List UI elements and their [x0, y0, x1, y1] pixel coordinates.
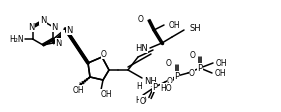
Text: O: O: [138, 14, 144, 24]
Text: H₂N: H₂N: [9, 34, 24, 43]
Text: N: N: [51, 23, 58, 31]
Text: N: N: [40, 15, 46, 25]
Text: N: N: [66, 26, 73, 34]
Text: OH: OH: [72, 85, 84, 95]
Text: NH: NH: [144, 76, 157, 85]
Text: O: O: [167, 76, 173, 85]
Text: O: O: [139, 97, 145, 106]
Text: H: H: [136, 82, 142, 90]
Text: HO: HO: [160, 84, 172, 93]
Text: SH: SH: [189, 24, 201, 32]
Text: OH: OH: [216, 58, 228, 68]
Text: P: P: [152, 83, 158, 92]
Text: O: O: [189, 69, 195, 78]
Text: N: N: [28, 23, 35, 31]
Text: O: O: [189, 51, 195, 59]
Text: OH: OH: [169, 20, 181, 29]
Text: O: O: [101, 50, 107, 58]
Text: OH: OH: [215, 69, 226, 78]
Text: O: O: [166, 58, 172, 68]
Text: N: N: [55, 39, 61, 47]
Text: P: P: [198, 64, 203, 72]
Text: HO: HO: [135, 96, 147, 104]
Text: HN: HN: [135, 43, 148, 53]
Text: OH: OH: [100, 89, 112, 98]
Text: P: P: [175, 71, 180, 81]
